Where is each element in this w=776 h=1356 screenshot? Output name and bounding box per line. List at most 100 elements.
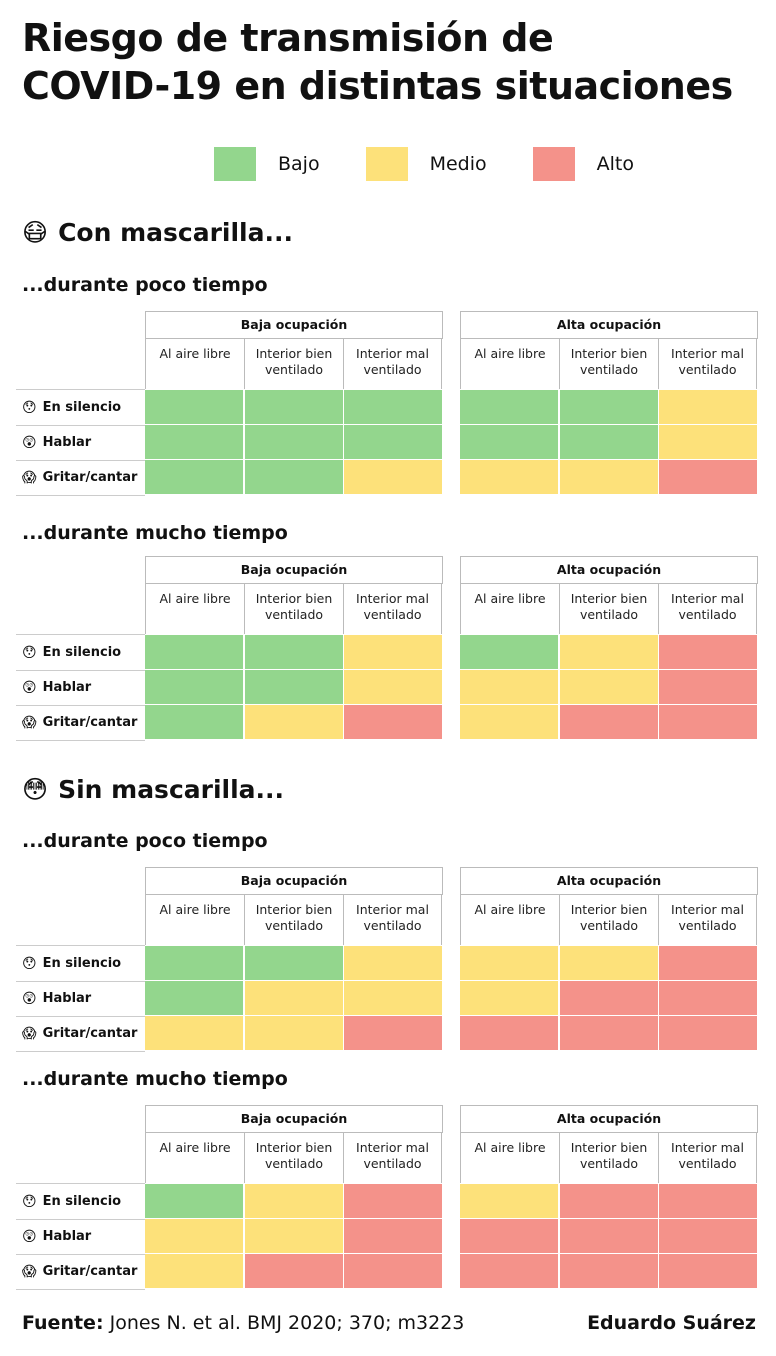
row-label: 😲 Hablar: [16, 425, 145, 461]
column-header: Interior mal ventilado: [658, 894, 757, 945]
divider: [16, 1183, 145, 1184]
heatmap-cell: [560, 705, 658, 739]
legend-item: Bajo: [214, 147, 320, 181]
heatmap-cell: [145, 1016, 243, 1050]
risk-table: 😯 En silencio 😲 Hablar 😱 Gritar/cantar Baja oc…: [16, 311, 760, 496]
divider: [16, 389, 145, 390]
page-title: Riesgo de transmisión de COVID-19 en dist…: [22, 14, 733, 110]
row-emoji: 😱: [22, 1263, 37, 1280]
heatmap-cell: [659, 460, 757, 494]
author: Eduardo Suárez: [587, 1312, 756, 1334]
heatmap-cell: [245, 390, 343, 424]
row-label: 😱 Gritar/cantar: [16, 705, 145, 741]
row-label-text: En silencio: [42, 1194, 122, 1209]
heatmap-cell: [145, 635, 243, 669]
legend-item: Medio: [365, 147, 487, 181]
heatmap-cell: [460, 635, 558, 669]
legend-swatch: [365, 147, 408, 181]
heatmap-cell: [245, 705, 343, 739]
row-emoji: 😲: [22, 1228, 37, 1245]
section-title-text: Sin mascarilla...: [58, 775, 285, 804]
risk-table: 😯 En silencio 😲 Hablar 😱 Gritar/cantar Baja oc…: [16, 867, 760, 1052]
row-label: 😱 Gritar/cantar: [16, 1254, 145, 1290]
heatmap-cell: [245, 1254, 343, 1288]
row-label: 😱 Gritar/cantar: [16, 460, 145, 496]
divider: [16, 945, 145, 946]
occupancy-group: Baja ocupación Al aire libre Interior bien…: [145, 556, 443, 741]
heatmap-cell: [460, 670, 558, 704]
heatmap-cell: [344, 981, 442, 1015]
occupancy-group: Baja ocupación Al aire libre Interior bien…: [145, 867, 443, 1052]
occupancy-group: Alta ocupación Al aire libre Interior bien…: [460, 311, 758, 496]
table-subtitle: ...durante mucho tiempo: [22, 522, 288, 544]
heatmap-cell: [344, 1254, 442, 1288]
row-emoji: 😯: [22, 955, 37, 972]
row-emoji: 😱: [22, 469, 37, 486]
heatmap-cell: [245, 460, 343, 494]
column-header: Al aire libre: [460, 583, 559, 634]
heatmap-cell: [344, 705, 442, 739]
heatmap-cell: [560, 425, 658, 459]
heatmap-cell: [659, 1016, 757, 1050]
heatmap-cell: [460, 1016, 558, 1050]
heatmap-cell: [560, 1184, 658, 1218]
source-label: Fuente:: [22, 1312, 104, 1334]
heatmap-cell: [245, 1184, 343, 1218]
heatmap-cell: [659, 1184, 757, 1218]
heatmap-cell: [245, 635, 343, 669]
section-title: 😳 Sin mascarilla...: [22, 775, 284, 804]
column-header: Interior mal ventilado: [658, 338, 757, 389]
column-header: Interior bien ventilado: [559, 338, 658, 389]
heatmap-cell: [460, 1184, 558, 1218]
heatmap-cell: [245, 425, 343, 459]
heatmap-cell: [344, 425, 442, 459]
row-label: 😱 Gritar/cantar: [16, 1016, 145, 1052]
column-header: Al aire libre: [460, 1132, 559, 1183]
occupancy-group: Baja ocupación Al aire libre Interior bien…: [145, 1105, 443, 1290]
heatmap-cell: [145, 705, 243, 739]
row-label: 😯 En silencio: [16, 946, 145, 982]
heatmap-cell: [145, 981, 243, 1015]
group-header: Alta ocupación: [460, 867, 758, 895]
column-header: Interior mal ventilado: [343, 894, 442, 945]
row-emoji: 😯: [22, 399, 37, 416]
heatmap-cell: [659, 705, 757, 739]
row-label-text: Gritar/cantar: [42, 715, 138, 730]
divider: [16, 634, 145, 635]
heatmap-cell: [460, 1219, 558, 1253]
heatmap-cell: [460, 425, 558, 459]
row-emoji: 😯: [22, 1193, 37, 1210]
heatmap-cell: [560, 670, 658, 704]
section-emoji: 😷: [22, 218, 49, 247]
heatmap-cell: [145, 425, 243, 459]
column-header: Interior bien ventilado: [244, 338, 343, 389]
occupancy-group: Alta ocupación Al aire libre Interior bien…: [460, 556, 758, 741]
legend: Bajo Medio Alto: [214, 147, 680, 181]
column-header: Al aire libre: [460, 894, 559, 945]
heatmap-cell: [659, 1219, 757, 1253]
heatmap-cell: [245, 670, 343, 704]
heatmap-cell: [460, 981, 558, 1015]
source-text: Jones N. et al. BMJ 2020; 370; m3223: [103, 1312, 465, 1334]
heatmap-cell: [659, 981, 757, 1015]
heatmap-cell: [460, 1254, 558, 1288]
heatmap-cell: [344, 1016, 442, 1050]
group-header: Baja ocupación: [145, 556, 443, 584]
section-title: 😷 Con mascarilla...: [22, 218, 293, 247]
heatmap-cell: [460, 460, 558, 494]
heatmap-cell: [659, 946, 757, 980]
row-label-text: Gritar/cantar: [42, 1026, 138, 1041]
group-header: Alta ocupación: [460, 556, 758, 584]
heatmap-cell: [344, 635, 442, 669]
heatmap-cell: [560, 1219, 658, 1253]
risk-table: 😯 En silencio 😲 Hablar 😱 Gritar/cantar Baja oc…: [16, 1105, 760, 1290]
heatmap-cell: [344, 1184, 442, 1218]
row-emoji: 😲: [22, 434, 37, 451]
legend-label: Medio: [429, 153, 487, 175]
legend-item: Alto: [532, 147, 634, 181]
heatmap-cell: [245, 981, 343, 1015]
table-subtitle: ...durante poco tiempo: [22, 274, 268, 296]
row-label-text: En silencio: [42, 956, 122, 971]
column-header: Al aire libre: [145, 894, 244, 945]
column-header: Interior bien ventilado: [559, 583, 658, 634]
